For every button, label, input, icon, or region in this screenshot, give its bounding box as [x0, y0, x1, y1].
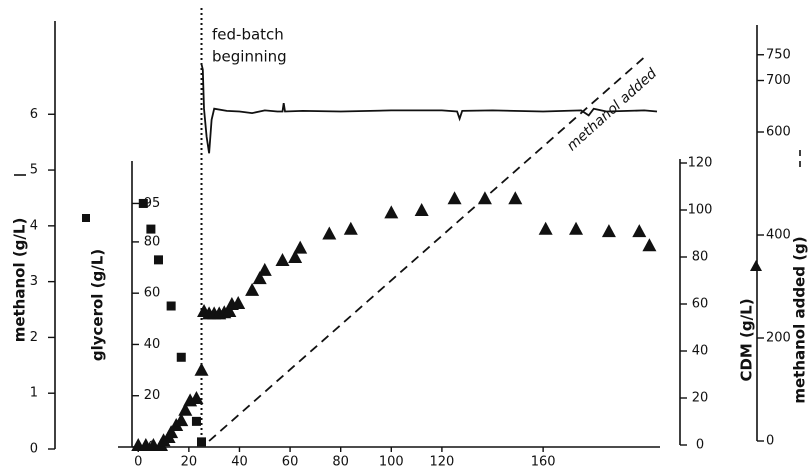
series-line — [208, 56, 645, 442]
triangle-marker — [164, 425, 179, 439]
y4-tick-label: 400 — [766, 228, 791, 243]
square-marker — [176, 352, 186, 362]
square-marker — [146, 224, 156, 234]
triangle-marker — [632, 224, 647, 238]
y4-tick-label: 600 — [766, 125, 791, 140]
triangle-marker — [508, 191, 523, 205]
triangle-marker — [447, 191, 462, 205]
y3-tick-label: 120 — [688, 156, 713, 171]
triangle-marker — [275, 253, 290, 267]
square-marker — [153, 255, 163, 265]
triangle-marker — [293, 240, 308, 254]
y2-axis-title: glycerol (g/L) — [89, 249, 107, 361]
square-marker — [138, 198, 148, 208]
y-tick-label: 0 — [30, 442, 38, 457]
y4-tick-label: 750 — [766, 47, 791, 62]
y2-tick-label: 60 — [144, 286, 161, 301]
triangle-marker — [194, 362, 209, 376]
y3-axis-title: CDM (g/L) — [738, 298, 756, 381]
y-tick-label: 4 — [30, 218, 38, 233]
y4-tick-label: 700 — [766, 73, 791, 88]
triangle-marker — [642, 238, 657, 252]
y4-tick-label: 0 — [766, 434, 774, 449]
y2-tick-label: 80 — [144, 234, 161, 249]
x-tick-label: 0 — [134, 455, 142, 470]
triangle-marker — [252, 271, 267, 285]
y-tick-label: 5 — [30, 163, 38, 178]
triangle-marker — [538, 221, 553, 235]
x-tick-label: 100 — [379, 455, 404, 470]
legend-symbol — [750, 260, 762, 271]
triangle-marker — [322, 226, 337, 240]
triangle-marker — [384, 205, 399, 219]
y-axis-title: methanol (g/L) — [11, 218, 29, 343]
x-tick-label: 80 — [332, 455, 349, 470]
x-tick-label: 20 — [181, 455, 198, 470]
y2-tick-label: 40 — [144, 337, 161, 352]
triangle-marker — [178, 402, 193, 416]
y-tick-label: 1 — [30, 386, 38, 401]
triangle-marker — [569, 221, 584, 235]
y3-tick-label: 100 — [688, 203, 713, 218]
y2-tick-label: 20 — [144, 388, 161, 403]
y3-tick-label: 40 — [692, 344, 709, 359]
x-tick-label: 120 — [429, 455, 454, 470]
triangle-marker — [245, 282, 260, 296]
triangle-marker — [222, 304, 237, 318]
x-tick-label: 60 — [282, 455, 299, 470]
square-marker — [166, 301, 176, 311]
triangle-marker — [174, 413, 189, 427]
y-tick-label: 2 — [30, 330, 38, 345]
y3-tick-label: 80 — [692, 250, 709, 265]
x-tick-label: 40 — [231, 455, 248, 470]
y-tick-label: 3 — [30, 274, 38, 289]
event-label: beginning — [212, 48, 287, 66]
event-label: fed-batch — [212, 26, 284, 44]
y4-tick-label: 200 — [766, 331, 791, 346]
triangle-marker — [257, 262, 272, 276]
triangle-marker — [414, 203, 429, 216]
triangle-marker — [601, 224, 616, 238]
legend-symbol — [82, 214, 90, 222]
x-tick-label: 160 — [531, 455, 556, 470]
y4-axis-title: methanol added (g) — [791, 236, 809, 403]
triangle-marker — [231, 296, 246, 310]
y3-tick-label: 60 — [692, 297, 709, 312]
triangle-marker — [189, 391, 204, 404]
triangle-marker — [288, 250, 303, 263]
square-marker — [197, 437, 207, 447]
y2-tick-label: 95 — [144, 196, 161, 211]
y3-tick-label: 20 — [692, 391, 709, 406]
square-marker — [191, 416, 201, 426]
y3-tick-label: 0 — [696, 438, 704, 453]
y-tick-label: 6 — [30, 107, 38, 122]
triangle-marker — [343, 221, 358, 235]
